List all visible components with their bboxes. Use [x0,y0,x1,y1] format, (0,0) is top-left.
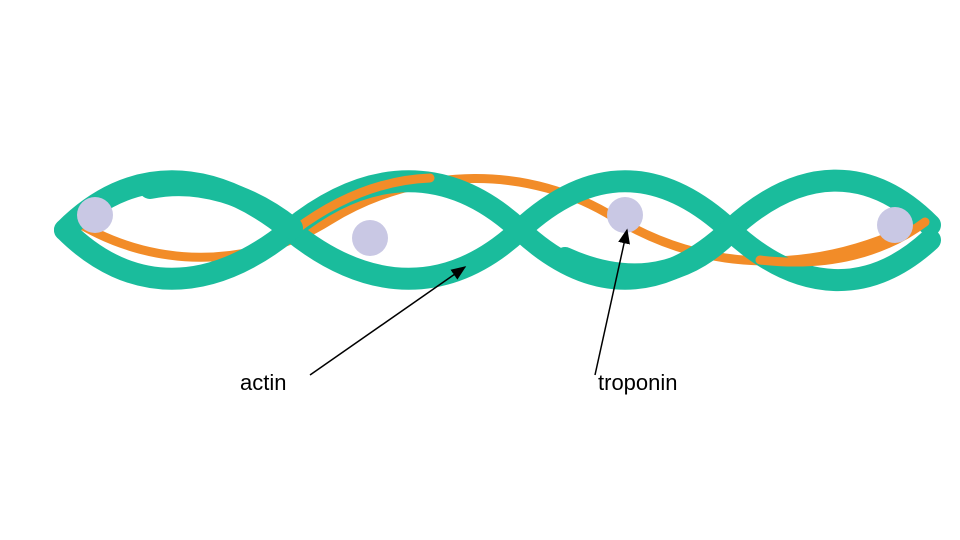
thin-filament-diagram: actin troponin [0,0,960,540]
troponin-sphere [352,220,388,256]
actin-over-1 [150,185,292,228]
troponin-sphere [877,207,913,243]
actin-label: actin [240,370,286,395]
troponin-sphere [77,197,113,233]
troponin-sphere [607,197,643,233]
troponin-label: troponin [598,370,678,395]
troponin-arrow [595,230,627,375]
